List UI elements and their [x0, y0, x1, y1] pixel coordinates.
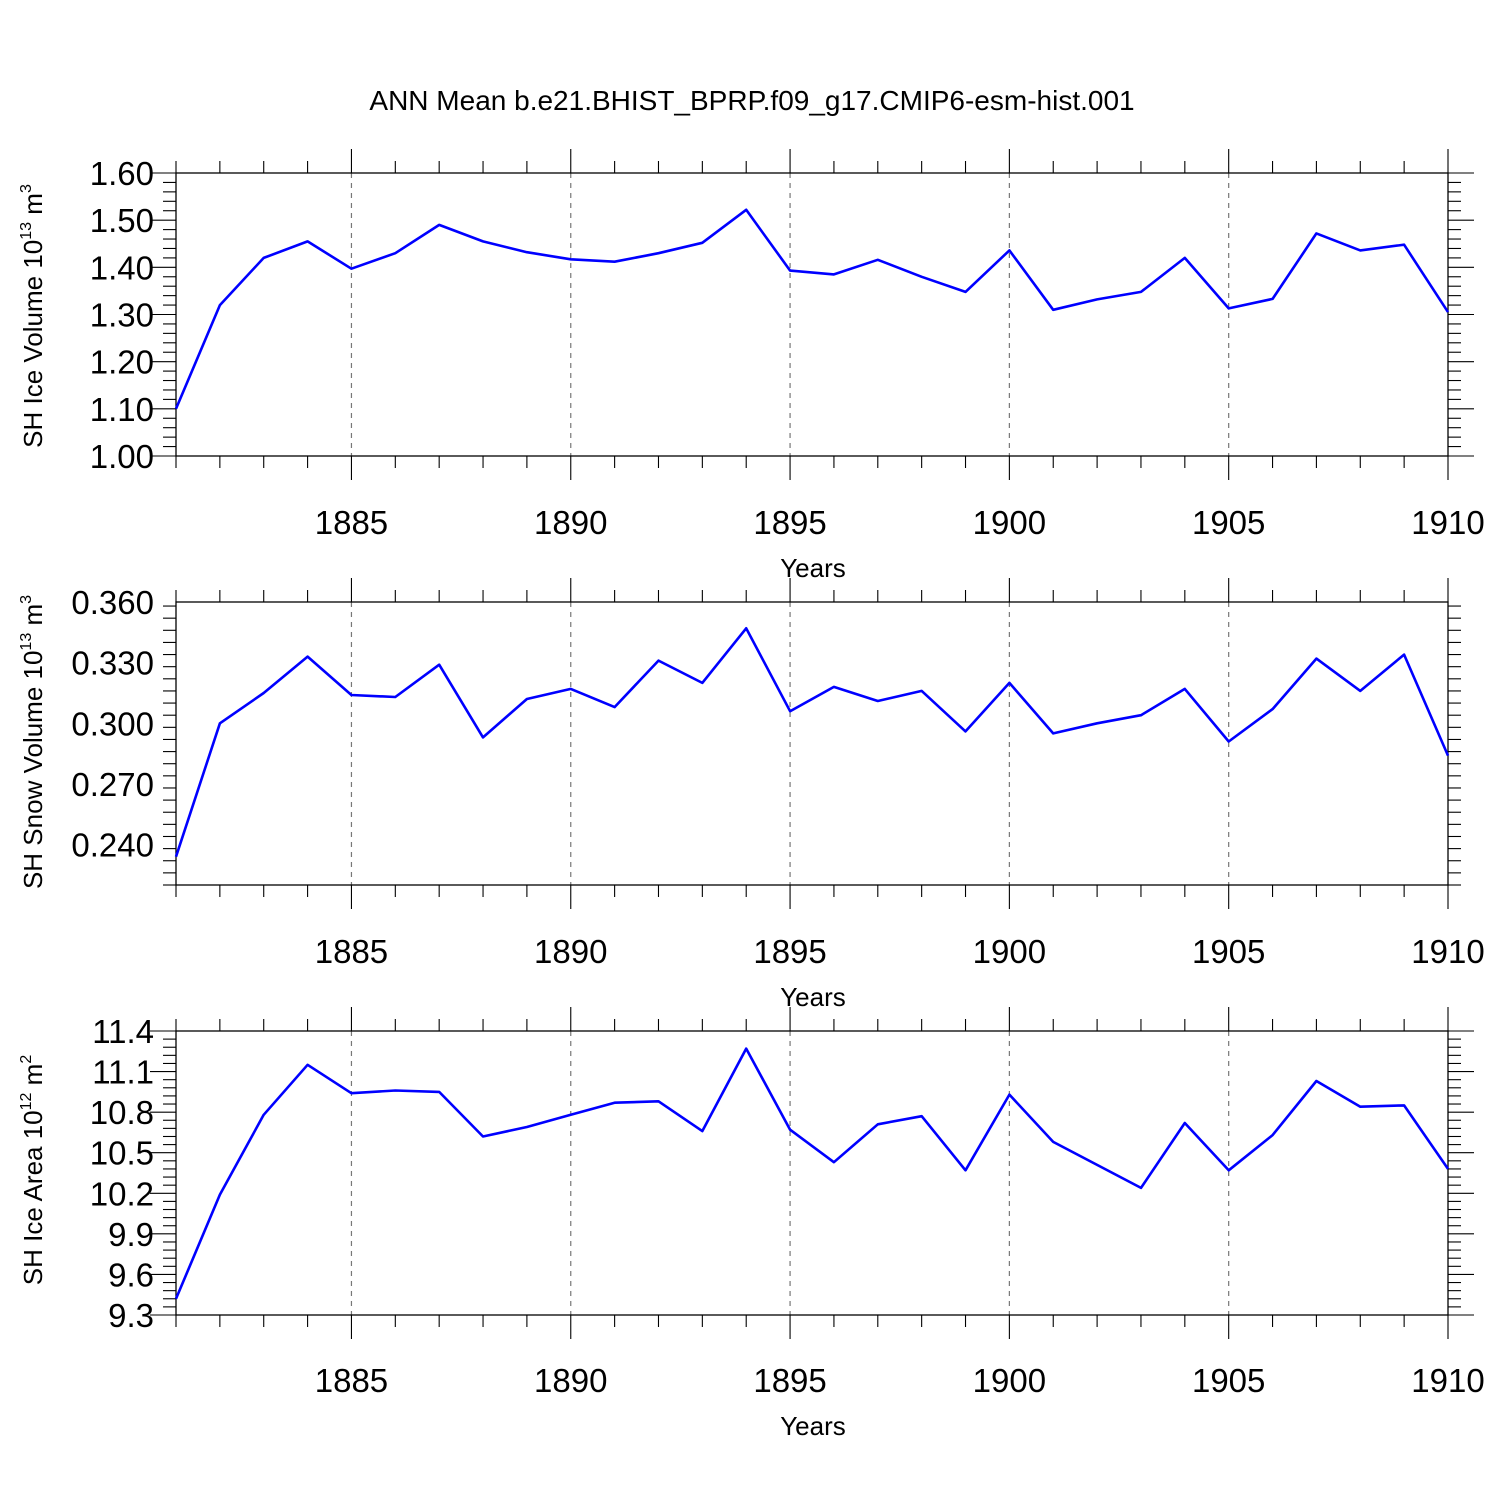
x-tick-label: 1895: [753, 1362, 826, 1399]
y-axis-label-text: SH Ice Area 10: [18, 1110, 48, 1285]
y-tick-label: 1.50: [90, 202, 154, 239]
x-tick-label: 1910: [1411, 933, 1484, 970]
figure-title: ANN Mean b.e21.BHIST_BPRP.f09_g17.CMIP6-…: [369, 85, 1134, 116]
chart-panel-1: 1.00 1.10 1.20 1.30 1.40 1.50 1.60 1885 1890 1895…: [18, 149, 1485, 583]
x-axis-label: Years: [780, 1411, 846, 1441]
x-tick-label: 1905: [1192, 933, 1265, 970]
y-tick-label: 11.4: [92, 1013, 154, 1050]
y-tick-label: 0.270: [71, 766, 154, 803]
series-line: [174, 1047, 1450, 1300]
y-axis-label-exponent: 13: [18, 222, 35, 240]
y-tick-label: 1.40: [90, 249, 154, 286]
y-axis-label: SH Ice Area 1012 m2: [18, 1055, 48, 1286]
x-tick-label: 1905: [1192, 504, 1265, 541]
y-tick-label: 1.30: [90, 297, 154, 334]
y-tick-label: 1.60: [90, 155, 154, 192]
y-axis-label-unit-exponent: 2: [18, 1055, 35, 1064]
chart-panel-2: 0.240 0.270 0.300 0.330 0.360 1885 1890 1895 190…: [18, 578, 1485, 1012]
x-axis-label: Years: [780, 553, 846, 583]
x-tick-label: 1885: [315, 1362, 388, 1399]
x-tick-label: 1895: [753, 933, 826, 970]
x-tick-label: 1885: [315, 933, 388, 970]
y-axis-label-unit: [18, 215, 48, 222]
x-tick-label: 1895: [753, 504, 826, 541]
y-axis-label-unit-text: m: [18, 193, 48, 215]
y-tick-label: 10.2: [90, 1175, 154, 1212]
y-tick-label: 9.3: [108, 1297, 154, 1334]
y-tick-label: 1.20: [90, 344, 154, 381]
plot-frame: [175, 1030, 1449, 1316]
y-tick-label: 10.8: [90, 1094, 154, 1131]
x-tick-label: 1900: [973, 504, 1046, 541]
y-axis-label-exponent: 13: [18, 633, 35, 651]
chart-panel-3: 9.3 9.69.9 10.210.5 10.811.1 11.4 1885 1890 189…: [18, 1007, 1485, 1441]
y-axis-label-unit: [18, 626, 48, 633]
y-axis-label-text: SH Ice Volume 10: [18, 240, 48, 448]
series-line: [174, 626, 1450, 858]
y-axis-label-exponent: 12: [18, 1092, 35, 1110]
y-tick-label: 0.330: [71, 645, 154, 682]
x-tick-label: 1905: [1192, 1362, 1265, 1399]
x-tick-label: 1900: [973, 933, 1046, 970]
y-axis-label: SH Ice Volume 1013 m3: [18, 184, 48, 448]
series-line: [174, 208, 1450, 410]
y-axis-label-unit: [18, 1085, 48, 1092]
plot-frame: [175, 601, 1449, 886]
plot-frame: [175, 172, 1449, 457]
x-tick-label: 1890: [534, 933, 607, 970]
x-tick-label: 1890: [534, 1362, 607, 1399]
y-tick-label: 10.5: [90, 1135, 154, 1172]
y-axis-label: SH Snow Volume 1013 m3: [18, 595, 48, 889]
y-tick-label: 9.6: [108, 1256, 154, 1293]
x-tick-label: 1890: [534, 504, 607, 541]
y-tick-label: 1.00: [90, 438, 154, 475]
y-tick-label: 11.1: [92, 1054, 154, 1091]
y-axis-label-unit-text: m: [18, 604, 48, 626]
y-axis-label-unit-exponent: 3: [18, 184, 35, 193]
y-tick-label: 9.9: [108, 1216, 154, 1253]
x-tick-label: 1910: [1411, 504, 1484, 541]
y-tick-label: 0.240: [71, 827, 154, 864]
x-tick-label: 1885: [315, 504, 388, 541]
y-axis-label-unit-exponent: 3: [18, 595, 35, 604]
y-tick-label: 1.10: [90, 391, 154, 428]
x-tick-label: 1910: [1411, 1362, 1484, 1399]
y-axis-label-unit-text: m: [18, 1064, 48, 1086]
x-tick-label: 1900: [973, 1362, 1046, 1399]
y-tick-label: 0.300: [71, 705, 154, 742]
y-axis-label-text: SH Snow Volume 10: [18, 651, 48, 889]
y-tick-label: 0.360: [71, 584, 154, 621]
x-axis-label: Years: [780, 982, 846, 1012]
